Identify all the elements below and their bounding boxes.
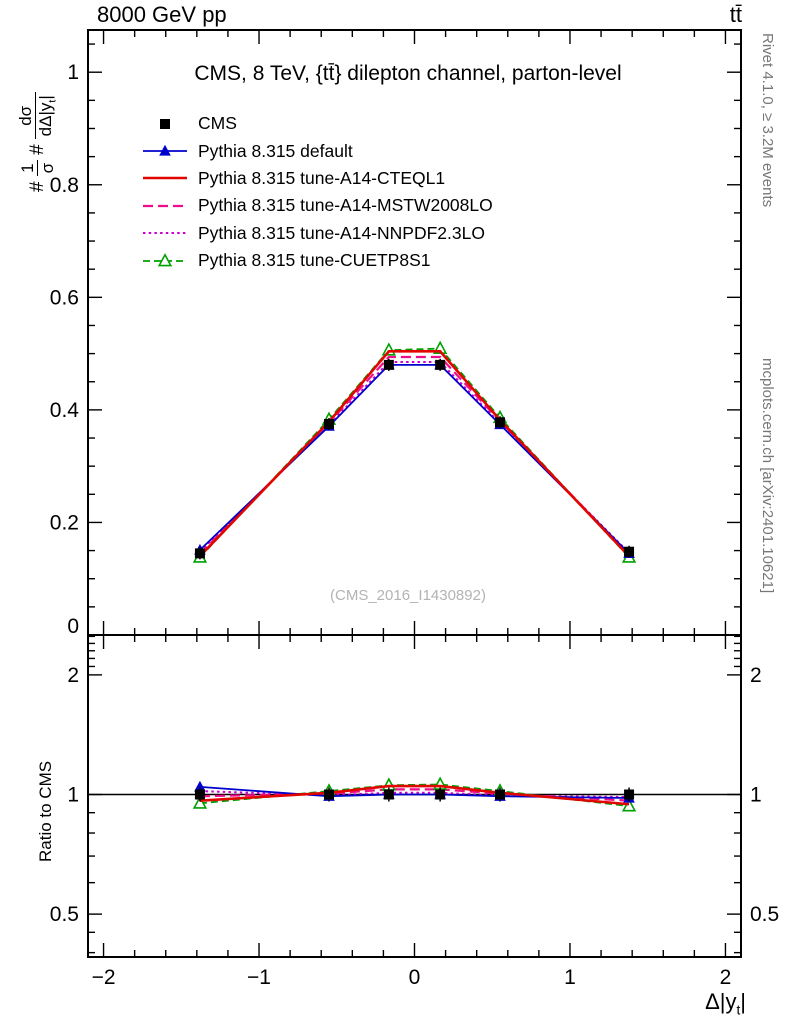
legend-marker-icon — [143, 177, 187, 180]
legend: CMS Pythia 8.315 default Pythia 8.315 tune… — [142, 110, 493, 274]
legend-item: Pythia 8.315 tune-A14-CTEQL1 — [142, 165, 493, 192]
svg-text:0: 0 — [67, 615, 79, 638]
legend-item-label: Pythia 8.315 default — [198, 140, 353, 161]
legend-item-label: Pythia 8.315 tune-A14-CTEQL1 — [198, 167, 446, 188]
svg-text:0: 0 — [409, 966, 421, 989]
legend-item: CMS — [142, 110, 493, 137]
svg-text:0.2: 0.2 — [50, 511, 79, 534]
svg-text:0.5: 0.5 — [50, 903, 79, 926]
plot-title: CMS, 8 TeV, {tt̄} dilepton channel, part… — [194, 62, 622, 85]
svg-text:1: 1 — [67, 61, 79, 84]
ratio-y-axis-label: Ratio to CMS — [36, 760, 55, 862]
legend-marker-icon — [143, 204, 187, 207]
svg-text:−2: −2 — [92, 966, 116, 989]
process-label: tt̄ — [729, 2, 742, 27]
legend-item: Pythia 8.315 tune-A14-MSTW2008LO — [142, 192, 493, 219]
legend-marker-icon — [143, 232, 187, 235]
svg-text:0.8: 0.8 — [50, 174, 79, 197]
rivet-version-note: Rivet 4.1.0, ≥ 3.2M events — [759, 33, 776, 208]
legend-marker-icon — [143, 252, 187, 267]
svg-text:1: 1 — [750, 784, 762, 807]
svg-text:0.5: 0.5 — [750, 903, 779, 926]
x-axis-label: Δ|yt| — [705, 989, 746, 1018]
svg-text:2: 2 — [750, 664, 762, 687]
legend-item: Pythia 8.315 default — [142, 137, 493, 164]
svg-text:1: 1 — [67, 784, 79, 807]
legend-item: Pythia 8.315 tune-A14-NNPDF2.3LO — [142, 220, 493, 247]
svg-text:0.4: 0.4 — [50, 399, 80, 422]
legend-item-label: Pythia 8.315 tune-CUETP8S1 — [198, 250, 431, 271]
mcplots-reference-note: mcplots.cern.ch [arXiv:2401.10621] — [759, 358, 776, 594]
legend-item: Pythia 8.315 tune-CUETP8S1 — [142, 247, 493, 274]
legend-item-label: CMS — [198, 113, 237, 134]
analysis-id-watermark: (CMS_2016_I1430892) — [330, 587, 486, 604]
legend-item-label: Pythia 8.315 tune-A14-NNPDF2.3LO — [198, 222, 485, 243]
svg-text:2: 2 — [67, 664, 79, 687]
legend-marker-icon — [160, 118, 170, 129]
svg-text:1: 1 — [564, 966, 576, 989]
svg-text:−1: −1 — [247, 966, 271, 989]
svg-text:0.6: 0.6 — [50, 286, 79, 309]
svg-text:2: 2 — [720, 966, 732, 989]
beam-energy-label: 8000 GeV pp — [97, 2, 227, 27]
legend-marker-icon — [143, 144, 187, 156]
legend-item-label: Pythia 8.315 tune-A14-MSTW2008LO — [198, 195, 493, 216]
